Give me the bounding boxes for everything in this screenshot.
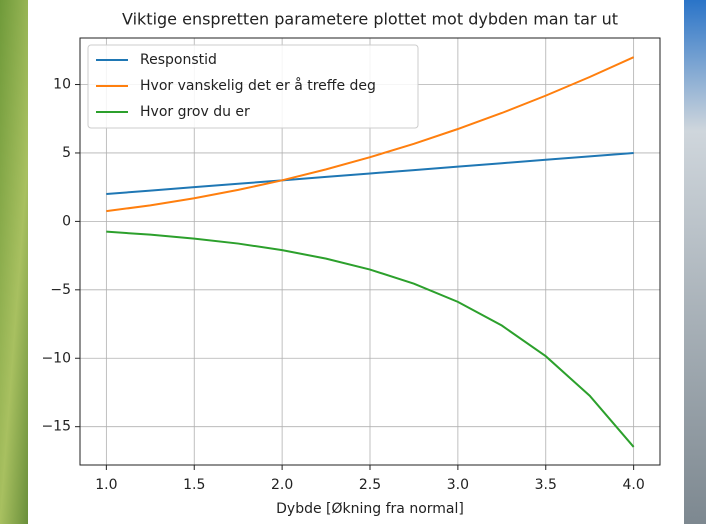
- x-axis-label: Dybde [Økning fra normal]: [276, 501, 464, 517]
- y-tick-label: 10: [53, 77, 71, 93]
- x-tick-label: 3.0: [447, 477, 469, 493]
- chart-title: Viktige enspretten parametere plottet mo…: [122, 10, 618, 29]
- axes-frame: [79, 37, 661, 466]
- x-tick-label: 1.0: [95, 477, 117, 493]
- y-tick-label: 5: [62, 145, 71, 161]
- plot-lines: [106, 56, 635, 448]
- x-tick-label: 4.0: [623, 477, 645, 493]
- legend-label: Responstid: [140, 52, 217, 68]
- x-tick-label: 3.5: [535, 477, 557, 493]
- legend-box: [87, 44, 419, 129]
- y-tick-label: 0: [62, 213, 71, 229]
- legend-label: Hvor grov du er: [140, 104, 250, 120]
- series-line: [106, 230, 635, 448]
- x-tick-label: 2.5: [359, 477, 381, 493]
- series-line: [106, 151, 634, 196]
- series-line: [106, 56, 635, 213]
- x-tick-label: 2.0: [271, 477, 293, 493]
- y-tick-label: −15: [41, 419, 71, 435]
- x-tick-label: 1.5: [183, 477, 205, 493]
- legend: Responstid Hvor vanskelig det er å treffe…: [87, 44, 419, 129]
- y-tick-label: −10: [41, 350, 71, 366]
- y-tick-label: −5: [50, 282, 71, 298]
- background-photo: [680, 0, 706, 524]
- legend-label: Hvor vanskelig det er å treffe deg: [140, 77, 376, 94]
